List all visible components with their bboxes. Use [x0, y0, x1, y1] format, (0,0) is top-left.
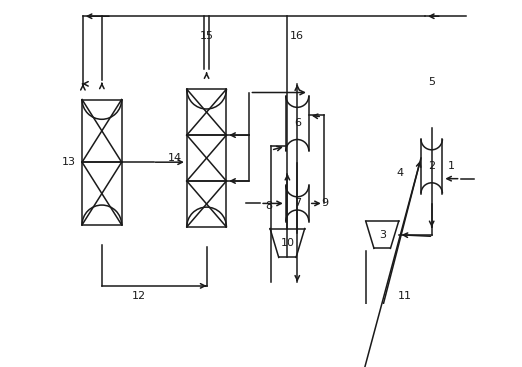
Text: 16: 16: [290, 31, 304, 41]
Text: 12: 12: [132, 291, 146, 301]
Text: 4: 4: [397, 168, 404, 178]
Text: 2: 2: [428, 161, 435, 171]
Text: 5: 5: [428, 77, 435, 87]
Text: 1: 1: [448, 161, 455, 171]
Text: 15: 15: [199, 31, 213, 41]
Text: 9: 9: [321, 199, 328, 208]
Text: 14: 14: [168, 153, 182, 163]
Text: 7: 7: [294, 199, 301, 208]
Text: 3: 3: [379, 230, 386, 240]
Text: 11: 11: [397, 291, 411, 301]
Text: 6: 6: [294, 119, 301, 128]
Text: 8: 8: [266, 201, 273, 211]
Text: 10: 10: [280, 238, 294, 248]
Text: 13: 13: [62, 157, 76, 167]
